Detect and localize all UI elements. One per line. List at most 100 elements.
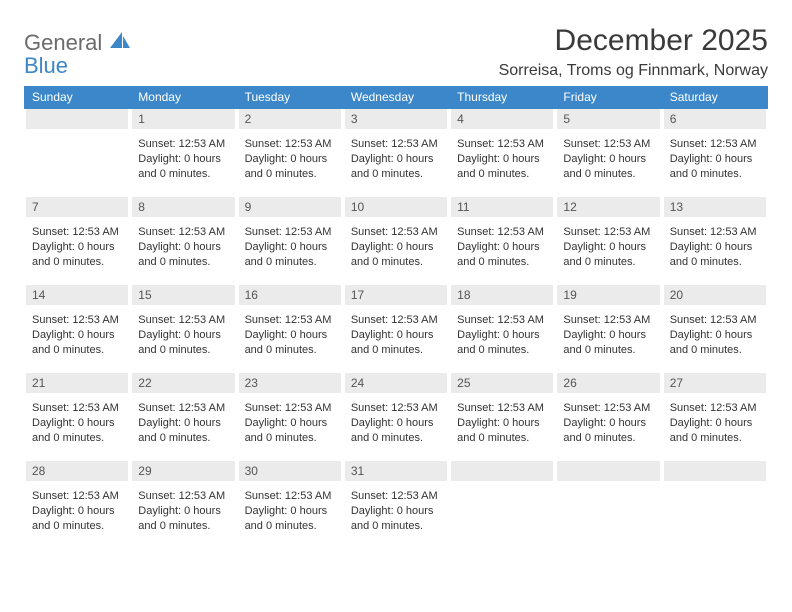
cell-details: Sunset: 12:53 AMDaylight: 0 hours and 0 … (239, 489, 341, 534)
calendar-cell: 16Sunset: 12:53 AMDaylight: 0 hours and … (237, 285, 343, 373)
calendar-table: Sunday Monday Tuesday Wednesday Thursday… (24, 86, 768, 549)
date-number (26, 109, 128, 129)
cell-details: Sunset: 12:53 AMDaylight: 0 hours and 0 … (132, 225, 234, 270)
calendar-cell: 8Sunset: 12:53 AMDaylight: 0 hours and 0… (130, 197, 236, 285)
date-number: 25 (451, 373, 553, 393)
calendar-cell: 4 Sunset: 12:53 AMDaylight: 0 hours and 0… (449, 109, 555, 197)
column-header: Thursday (449, 86, 555, 109)
daylight-text: Daylight: 0 hours and 0 minutes. (457, 152, 549, 182)
calendar-cell: 20Sunset: 12:53 AMDaylight: 0 hours and … (662, 285, 768, 373)
sunset-text: Sunset: 12:53 AM (563, 401, 655, 416)
calendar-cell: 25 Sunset: 12:53 AMDaylight: 0 hours and … (449, 373, 555, 461)
date-number: 12 (557, 197, 659, 217)
daylight-text: Daylight: 0 hours and 0 minutes. (351, 328, 443, 358)
sunset-text: Sunset: 12:53 AM (245, 225, 337, 240)
date-number (557, 461, 659, 481)
date-number: 30 (239, 461, 341, 481)
calendar-cell: 14 Sunset: 12:53 AMDaylight: 0 hours and … (24, 285, 130, 373)
cell-details: Sunset: 12:53 AMDaylight: 0 hours and 0 … (239, 137, 341, 182)
calendar-cell (449, 461, 555, 549)
sunset-text: Sunset: 12:53 AM (138, 401, 230, 416)
cell-details: Sunset: 12:53 AMDaylight: 0 hours and 0 … (451, 137, 553, 182)
calendar-cell (24, 109, 130, 197)
date-number: 6 (664, 109, 766, 129)
daylight-text: Daylight: 0 hours and 0 minutes. (32, 416, 124, 446)
sunset-text: Sunset: 12:53 AM (138, 137, 230, 152)
calendar-cell: 28Sunset: 12:53 AMDaylight: 0 hours and … (24, 461, 130, 549)
cell-details: Sunset: 12:53 AMDaylight: 0 hours and 0 … (132, 401, 234, 446)
cell-details: Sunset: 12:53 AMDaylight: 0 hours and 0 … (26, 313, 128, 358)
calendar-cell: 30 Sunset: 12:53 AMDaylight: 0 hours and … (237, 461, 343, 549)
daylight-text: Daylight: 0 hours and 0 minutes. (563, 240, 655, 270)
cell-details: Sunset: 12:53 AMDaylight: 0 hours and 0 … (664, 137, 766, 182)
sunset-text: Sunset: 12:53 AM (457, 225, 549, 240)
cell-details: Sunset: 12:53 AMDaylight: 0 hours and 0 … (239, 225, 341, 270)
sunset-text: Sunset: 12:53 AM (351, 401, 443, 416)
calendar-cell (555, 461, 661, 549)
daylight-text: Daylight: 0 hours and 0 minutes. (138, 416, 230, 446)
column-header: Friday (555, 86, 661, 109)
cell-details: Sunset: 12:53 AMDaylight: 0 hours and 0 … (239, 313, 341, 358)
calendar-cell: 6 Sunset: 12:53 AMDaylight: 0 hours and 0… (662, 109, 768, 197)
cell-details: Sunset: 12:53 AMDaylight: 0 hours and 0 … (664, 225, 766, 270)
column-header: Saturday (662, 86, 768, 109)
sunset-text: Sunset: 12:53 AM (138, 225, 230, 240)
sunset-text: Sunset: 12:53 AM (138, 313, 230, 328)
page-subtitle: Sorreisa, Troms og Finnmark, Norway (499, 62, 768, 80)
sunset-text: Sunset: 12:53 AM (670, 137, 762, 152)
sunset-text: Sunset: 12:53 AM (32, 313, 124, 328)
column-header: Monday (130, 86, 236, 109)
calendar-week: 1Sunset: 12:53 AMDaylight: 0 hours and 0… (24, 109, 768, 197)
calendar-cell: 3Sunset: 12:53 AMDaylight: 0 hours and 0… (343, 109, 449, 197)
calendar-cell: 29 Sunset: 12:53 AMDaylight: 0 hours and … (130, 461, 236, 549)
sunset-text: Sunset: 12:53 AM (245, 137, 337, 152)
cell-details: Sunset: 12:53 AMDaylight: 0 hours and 0 … (451, 225, 553, 270)
calendar-cell (662, 461, 768, 549)
title-block: December 2025 Sorreisa, Troms og Finnmar… (499, 24, 768, 80)
daylight-text: Daylight: 0 hours and 0 minutes. (32, 240, 124, 270)
cell-details: Sunset: 12:53 AMDaylight: 0 hours and 0 … (557, 401, 659, 446)
calendar-cell: 21Sunset: 12:53 AMDaylight: 0 hours and … (24, 373, 130, 461)
sunset-text: Sunset: 12:53 AM (670, 401, 762, 416)
sunset-text: Sunset: 12:53 AM (457, 313, 549, 328)
calendar-cell: 12 Sunset: 12:53 AMDaylight: 0 hours and … (555, 197, 661, 285)
calendar-cell: 15 Sunset: 12:53 AMDaylight: 0 hours and … (130, 285, 236, 373)
date-number: 23 (239, 373, 341, 393)
calendar-week: 7Sunset: 12:53 AMDaylight: 0 hours and 0… (24, 197, 768, 285)
cell-details: Sunset: 12:53 AMDaylight: 0 hours and 0 … (26, 401, 128, 446)
sunset-text: Sunset: 12:53 AM (245, 489, 337, 504)
daylight-text: Daylight: 0 hours and 0 minutes. (670, 240, 762, 270)
column-header: Sunday (24, 86, 130, 109)
sunset-text: Sunset: 12:53 AM (138, 489, 230, 504)
sunset-text: Sunset: 12:53 AM (351, 313, 443, 328)
calendar-cell: 22Sunset: 12:53 AMDaylight: 0 hours and … (130, 373, 236, 461)
daylight-text: Daylight: 0 hours and 0 minutes. (32, 328, 124, 358)
cell-details: Sunset: 12:53 AMDaylight: 0 hours and 0 … (132, 313, 234, 358)
calendar-cell: 23 Sunset: 12:53 AMDaylight: 0 hours and … (237, 373, 343, 461)
cell-details: Sunset: 12:53 AMDaylight: 0 hours and 0 … (557, 225, 659, 270)
date-number: 14 (26, 285, 128, 305)
date-number: 15 (132, 285, 234, 305)
date-number: 27 (664, 373, 766, 393)
daylight-text: Daylight: 0 hours and 0 minutes. (32, 504, 124, 534)
date-number: 3 (345, 109, 447, 129)
daylight-text: Daylight: 0 hours and 0 minutes. (670, 152, 762, 182)
daylight-text: Daylight: 0 hours and 0 minutes. (138, 504, 230, 534)
daylight-text: Daylight: 0 hours and 0 minutes. (138, 240, 230, 270)
daylight-text: Daylight: 0 hours and 0 minutes. (351, 416, 443, 446)
cell-details: Sunset: 12:53 AMDaylight: 0 hours and 0 … (132, 137, 234, 182)
cell-details: Sunset: 12:53 AMDaylight: 0 hours and 0 … (451, 401, 553, 446)
date-number: 29 (132, 461, 234, 481)
daylight-text: Daylight: 0 hours and 0 minutes. (245, 152, 337, 182)
calendar-cell: 17Sunset: 12:53 AMDaylight: 0 hours and … (343, 285, 449, 373)
date-number: 4 (451, 109, 553, 129)
daylight-text: Daylight: 0 hours and 0 minutes. (457, 328, 549, 358)
date-number (451, 461, 553, 481)
cell-details: Sunset: 12:53 AMDaylight: 0 hours and 0 … (26, 489, 128, 534)
cell-details: Sunset: 12:53 AMDaylight: 0 hours and 0 … (239, 401, 341, 446)
date-number: 19 (557, 285, 659, 305)
calendar-cell: 27Sunset: 12:53 AMDaylight: 0 hours and … (662, 373, 768, 461)
calendar-week: 21Sunset: 12:53 AMDaylight: 0 hours and … (24, 373, 768, 461)
daylight-text: Daylight: 0 hours and 0 minutes. (563, 328, 655, 358)
calendar-cell: 5Sunset: 12:53 AMDaylight: 0 hours and 0… (555, 109, 661, 197)
